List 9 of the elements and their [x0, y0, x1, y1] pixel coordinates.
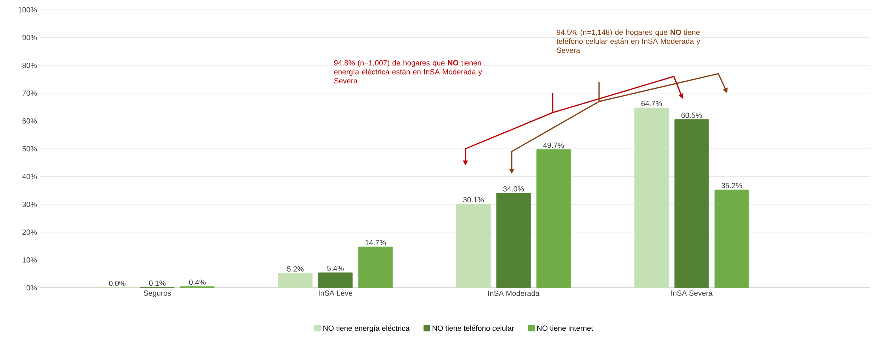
bar — [496, 193, 531, 288]
bar — [714, 190, 750, 288]
bar — [318, 272, 353, 288]
bar — [634, 108, 669, 288]
bar — [674, 120, 710, 288]
bar — [456, 204, 491, 288]
bar — [358, 246, 393, 288]
bar — [278, 273, 313, 288]
bar — [536, 150, 572, 288]
